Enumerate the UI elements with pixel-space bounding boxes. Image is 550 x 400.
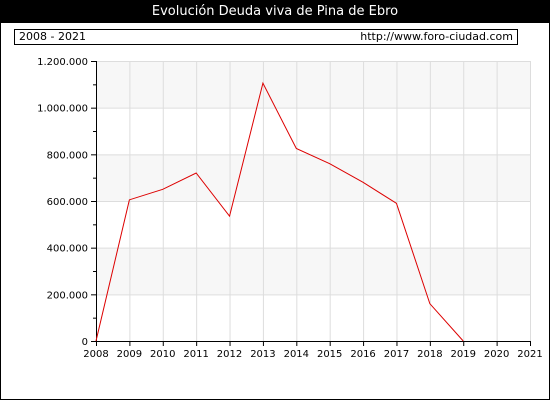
source-link[interactable]: http://www.foro-ciudad.com bbox=[360, 30, 513, 43]
y-tick-label: 200.000 bbox=[47, 290, 88, 301]
x-tick-label: 2017 bbox=[384, 349, 409, 360]
period-label: 2008 - 2021 bbox=[19, 30, 86, 43]
x-tick-label: 2013 bbox=[250, 349, 275, 360]
x-tick-label: 2016 bbox=[350, 349, 375, 360]
x-tick-label: 2014 bbox=[284, 349, 309, 360]
x-tick-label: 2018 bbox=[417, 349, 442, 360]
y-tick-label: 800.000 bbox=[47, 150, 88, 161]
x-tick-label: 2015 bbox=[317, 349, 342, 360]
y-tick-label: 0 bbox=[82, 337, 88, 348]
grid-band bbox=[96, 154, 530, 201]
data-line bbox=[95, 81, 464, 342]
x-tick-label: 2011 bbox=[183, 349, 208, 360]
y-tick-label: 1.000.000 bbox=[37, 104, 88, 115]
grid-band bbox=[96, 61, 530, 108]
x-tick-label: 2021 bbox=[517, 349, 542, 360]
x-tick-label: 2009 bbox=[117, 349, 142, 360]
x-tick-label: 2019 bbox=[451, 349, 476, 360]
y-tick-label: 400.000 bbox=[47, 244, 88, 255]
y-tick-label: 1.200.000 bbox=[37, 57, 88, 68]
grid-band bbox=[96, 247, 530, 295]
x-tick-label: 2008 bbox=[83, 349, 108, 360]
x-tick-label: 2020 bbox=[484, 349, 509, 360]
y-tick-label: 600.000 bbox=[47, 197, 88, 208]
info-box: 2008 - 2021 http://www.foro-ciudad.com bbox=[14, 29, 518, 45]
x-tick-label: 2012 bbox=[217, 349, 242, 360]
chart-title: Evolución Deuda viva de Pina de Ebro bbox=[1, 1, 549, 23]
x-tick-label: 2010 bbox=[150, 349, 175, 360]
